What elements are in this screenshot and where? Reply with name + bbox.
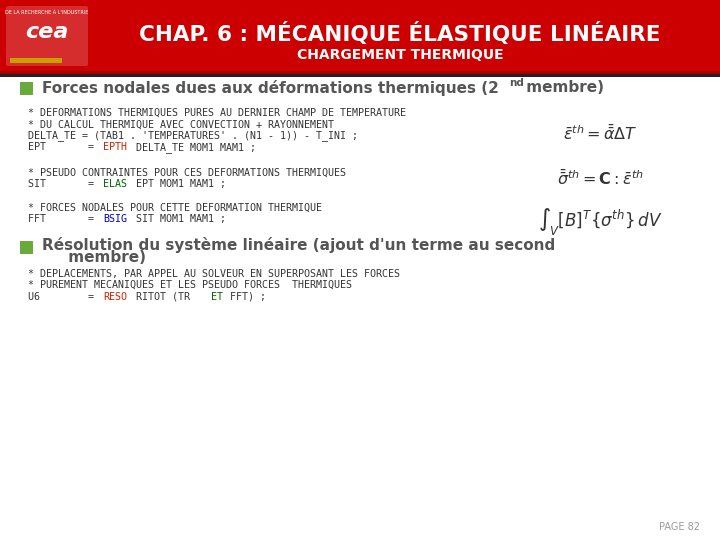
Text: DE LA RECHERCHE À L'INDUSTRIE: DE LA RECHERCHE À L'INDUSTRIE xyxy=(5,10,89,16)
FancyBboxPatch shape xyxy=(20,82,33,95)
Text: * DU CALCUL THERMIQUE AVEC CONVECTION + RAYONNEMENT: * DU CALCUL THERMIQUE AVEC CONVECTION + … xyxy=(28,119,334,130)
Text: BSIG: BSIG xyxy=(103,214,127,224)
Text: Forces nodales dues aux déformations thermiques (2: Forces nodales dues aux déformations the… xyxy=(42,80,499,96)
FancyBboxPatch shape xyxy=(6,6,88,66)
Text: $\int_{V} [B]^T\{\sigma^{th}\}\, dV$: $\int_{V} [B]^T\{\sigma^{th}\}\, dV$ xyxy=(538,206,662,237)
Text: * FORCES NODALES POUR CETTE DEFORMATION THERMIQUE: * FORCES NODALES POUR CETTE DEFORMATION … xyxy=(28,202,322,212)
Text: * PSEUDO CONTRAINTES POUR CES DEFORMATIONS THERMIQUES: * PSEUDO CONTRAINTES POUR CES DEFORMATIO… xyxy=(28,168,346,178)
Text: CHAP. 6 : MÉCANIQUE ÉLASTIQUE LINÉAIRE: CHAP. 6 : MÉCANIQUE ÉLASTIQUE LINÉAIRE xyxy=(139,23,661,45)
FancyBboxPatch shape xyxy=(0,74,720,77)
Text: RESO: RESO xyxy=(103,292,127,301)
Text: nd: nd xyxy=(509,78,524,88)
Text: FFT       =: FFT = xyxy=(28,214,100,224)
Text: * PUREMENT MECANIQUES ET LES PSEUDO FORCES  THERMIQUES: * PUREMENT MECANIQUES ET LES PSEUDO FORC… xyxy=(28,280,352,290)
Text: DELTA_TE = (TAB1 . 'TEMPERATURES' . (N1 - 1)) - T_INI ;: DELTA_TE = (TAB1 . 'TEMPERATURES' . (N1 … xyxy=(28,131,358,141)
Text: EPTH: EPTH xyxy=(103,143,127,152)
Text: membre): membre) xyxy=(521,80,604,96)
Text: $\bar{\varepsilon}^{th} = \bar{\bar{\alpha}}\Delta T$: $\bar{\varepsilon}^{th} = \bar{\bar{\alp… xyxy=(562,124,637,144)
Text: ELAS: ELAS xyxy=(103,179,127,190)
Text: EPT MOM1 MAM1 ;: EPT MOM1 MAM1 ; xyxy=(130,179,226,190)
FancyBboxPatch shape xyxy=(10,58,62,63)
Text: SIT MOM1 MAM1 ;: SIT MOM1 MAM1 ; xyxy=(130,214,226,224)
Text: FFT) ;: FFT) ; xyxy=(224,292,266,301)
Text: * DEFORMATIONS THERMIQUES PURES AU DERNIER CHAMP DE TEMPERATURE: * DEFORMATIONS THERMIQUES PURES AU DERNI… xyxy=(28,108,406,118)
Text: ET: ET xyxy=(211,292,223,301)
FancyBboxPatch shape xyxy=(0,0,720,72)
Text: EPT       =: EPT = xyxy=(28,143,100,152)
Text: PAGE 82: PAGE 82 xyxy=(659,522,700,532)
Text: cea: cea xyxy=(25,22,68,42)
Text: U6        =: U6 = xyxy=(28,292,100,301)
Text: SIT       =: SIT = xyxy=(28,179,100,190)
Text: membre): membre) xyxy=(42,250,146,265)
FancyBboxPatch shape xyxy=(0,71,720,74)
Text: RITOT (TR: RITOT (TR xyxy=(130,292,196,301)
Text: * DEPLACEMENTS, PAR APPEL AU SOLVEUR EN SUPERPOSANT LES FORCES: * DEPLACEMENTS, PAR APPEL AU SOLVEUR EN … xyxy=(28,268,400,279)
Text: DELTA_TE MOM1 MAM1 ;: DELTA_TE MOM1 MAM1 ; xyxy=(130,142,256,153)
FancyBboxPatch shape xyxy=(20,240,33,254)
Text: Résolution du système linéaire (ajout d'un terme au second: Résolution du système linéaire (ajout d'… xyxy=(42,237,555,253)
Text: CHARGEMENT THERMIQUE: CHARGEMENT THERMIQUE xyxy=(297,48,503,62)
Text: $\bar{\bar{\sigma}}^{th} = \mathbf{C}:\bar{\varepsilon}^{th}$: $\bar{\bar{\sigma}}^{th} = \mathbf{C}:\b… xyxy=(557,169,644,188)
